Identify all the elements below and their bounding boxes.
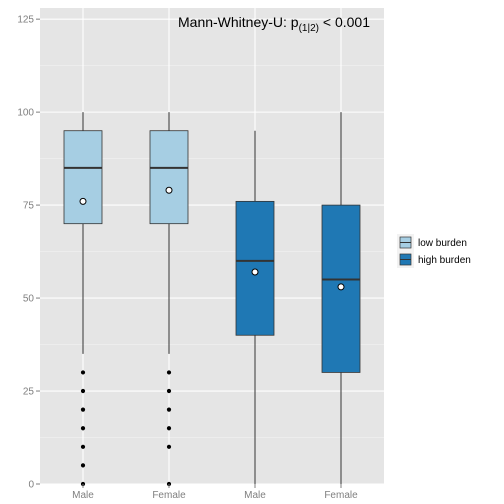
- annotation-subscript: (1|2): [299, 23, 319, 34]
- x-tick-label: Male: [244, 490, 266, 501]
- outlier-point: [166, 426, 172, 431]
- box-body: [149, 130, 189, 225]
- outlier-point: [166, 388, 172, 394]
- x-axis: Male Female Male Female: [72, 484, 358, 501]
- outlier-point: [80, 388, 86, 394]
- outlier-point: [80, 444, 86, 449]
- outlier-point: [80, 463, 86, 468]
- legend: low burden high burden: [394, 228, 480, 270]
- mean-point: [251, 268, 259, 276]
- box-body: [63, 130, 103, 225]
- box-3: [235, 130, 275, 484]
- outlier-point: [80, 370, 86, 375]
- outlier-point: [166, 444, 172, 449]
- y-tick-label: 25: [23, 387, 35, 398]
- x-tick-label: Female: [152, 490, 186, 501]
- y-tick-label: 100: [17, 108, 34, 119]
- legend-label-high-burden: high burden: [418, 255, 471, 266]
- box-4: [321, 112, 361, 484]
- box-2: [149, 112, 189, 487]
- y-tick-label: 125: [17, 15, 34, 26]
- box-body: [235, 200, 275, 336]
- box-1: [63, 112, 103, 487]
- box-body: [321, 204, 361, 373]
- y-axis: 0 25 50 75 100 125: [17, 15, 40, 491]
- outlier-point: [166, 407, 172, 412]
- x-tick-label: Male: [72, 490, 94, 501]
- y-tick-label: 50: [23, 294, 35, 305]
- boxes: [63, 112, 361, 487]
- mean-point: [79, 197, 87, 205]
- mean-point: [165, 186, 173, 194]
- outlier-point: [80, 426, 86, 431]
- mean-point: [337, 283, 345, 291]
- legend-item-high-burden: high burden: [397, 251, 471, 268]
- legend-item-low-burden: low burden: [397, 234, 467, 251]
- annotation-suffix: < 0.001: [319, 14, 370, 30]
- annotation-main: Mann-Whitney-U: p: [178, 14, 299, 30]
- chart-annotation: Mann-Whitney-U: p(1|2) < 0.001: [178, 14, 370, 34]
- x-tick-label: Female: [324, 490, 358, 501]
- legend-label-low-burden: low burden: [418, 238, 467, 249]
- outlier-point: [80, 407, 86, 412]
- y-tick-label: 0: [28, 480, 34, 491]
- y-tick-label: 75: [23, 201, 35, 212]
- outlier-point: [166, 370, 172, 375]
